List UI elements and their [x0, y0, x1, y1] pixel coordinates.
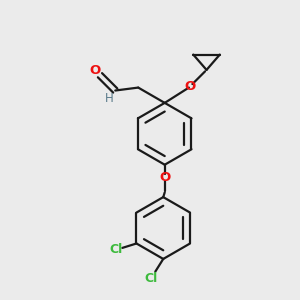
Text: H: H [104, 92, 113, 105]
Text: O: O [159, 171, 170, 184]
Text: O: O [90, 64, 101, 77]
Text: Cl: Cl [144, 272, 158, 285]
Text: Cl: Cl [110, 244, 123, 256]
Text: O: O [184, 80, 196, 93]
